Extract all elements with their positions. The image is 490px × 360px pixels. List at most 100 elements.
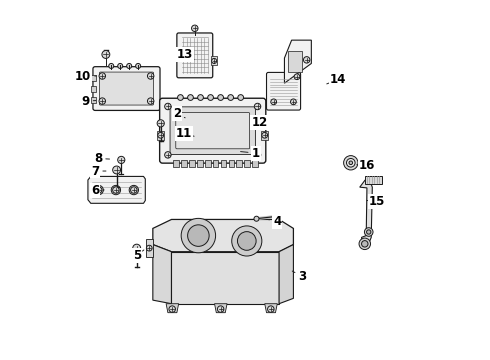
FancyBboxPatch shape: [176, 113, 250, 149]
Circle shape: [177, 95, 183, 100]
Circle shape: [349, 161, 353, 165]
Circle shape: [169, 306, 175, 312]
Circle shape: [367, 230, 371, 234]
Text: 2: 2: [173, 107, 185, 120]
Circle shape: [111, 185, 121, 195]
Polygon shape: [215, 304, 227, 313]
Polygon shape: [279, 244, 294, 304]
Circle shape: [365, 228, 373, 236]
Circle shape: [228, 95, 234, 100]
Text: 9: 9: [81, 95, 96, 108]
Circle shape: [218, 95, 223, 100]
Circle shape: [208, 95, 214, 100]
Text: 14: 14: [327, 73, 346, 86]
Text: 16: 16: [357, 159, 375, 172]
Circle shape: [188, 225, 209, 246]
Text: 6: 6: [91, 184, 104, 197]
Circle shape: [188, 95, 194, 100]
Circle shape: [158, 132, 164, 138]
Circle shape: [238, 231, 256, 250]
Circle shape: [254, 216, 259, 221]
Text: 1: 1: [241, 147, 260, 159]
Circle shape: [126, 63, 132, 68]
Circle shape: [254, 152, 261, 158]
FancyBboxPatch shape: [252, 159, 258, 167]
Circle shape: [147, 245, 152, 251]
FancyBboxPatch shape: [261, 131, 269, 140]
Circle shape: [343, 156, 358, 170]
FancyBboxPatch shape: [245, 159, 250, 167]
FancyBboxPatch shape: [197, 159, 203, 167]
Polygon shape: [285, 40, 311, 83]
Circle shape: [303, 57, 310, 63]
Circle shape: [359, 238, 370, 249]
Text: 4: 4: [268, 215, 281, 228]
Circle shape: [147, 98, 154, 104]
Circle shape: [232, 226, 262, 256]
Circle shape: [181, 219, 216, 253]
Circle shape: [165, 152, 171, 158]
Circle shape: [192, 25, 198, 32]
FancyBboxPatch shape: [181, 159, 187, 167]
FancyBboxPatch shape: [236, 159, 242, 167]
Circle shape: [147, 73, 154, 79]
Circle shape: [262, 132, 268, 138]
Polygon shape: [153, 244, 172, 304]
Circle shape: [294, 74, 300, 80]
FancyBboxPatch shape: [365, 176, 382, 184]
FancyBboxPatch shape: [177, 33, 213, 78]
Circle shape: [109, 63, 114, 68]
FancyBboxPatch shape: [213, 159, 219, 167]
Circle shape: [271, 99, 276, 105]
Circle shape: [99, 73, 105, 79]
Circle shape: [118, 63, 122, 68]
Circle shape: [96, 187, 102, 193]
FancyBboxPatch shape: [91, 86, 96, 92]
Text: 8: 8: [94, 152, 110, 165]
Text: 13: 13: [176, 48, 194, 61]
Circle shape: [113, 166, 121, 174]
Text: 11: 11: [176, 127, 194, 140]
Circle shape: [254, 103, 261, 110]
Circle shape: [131, 187, 137, 193]
Circle shape: [118, 156, 125, 163]
Text: 3: 3: [292, 270, 306, 283]
Circle shape: [218, 306, 224, 312]
FancyBboxPatch shape: [170, 107, 255, 154]
Circle shape: [94, 185, 103, 195]
Circle shape: [238, 95, 244, 100]
Polygon shape: [146, 239, 153, 257]
FancyBboxPatch shape: [228, 159, 234, 167]
FancyBboxPatch shape: [288, 51, 302, 72]
FancyBboxPatch shape: [91, 97, 96, 103]
Circle shape: [362, 240, 368, 247]
FancyBboxPatch shape: [157, 131, 164, 140]
Circle shape: [129, 185, 139, 195]
FancyBboxPatch shape: [160, 98, 266, 163]
FancyBboxPatch shape: [189, 159, 195, 167]
Circle shape: [346, 158, 355, 167]
Text: 15: 15: [367, 195, 385, 208]
Circle shape: [133, 244, 141, 252]
FancyBboxPatch shape: [91, 75, 96, 81]
Circle shape: [157, 120, 164, 127]
FancyBboxPatch shape: [173, 159, 179, 167]
FancyBboxPatch shape: [205, 159, 211, 167]
Circle shape: [136, 63, 141, 68]
Polygon shape: [153, 220, 294, 252]
Circle shape: [197, 95, 203, 100]
FancyBboxPatch shape: [267, 72, 300, 110]
Circle shape: [113, 187, 119, 193]
FancyBboxPatch shape: [93, 67, 160, 111]
Polygon shape: [265, 304, 277, 313]
Text: 12: 12: [251, 116, 268, 129]
Polygon shape: [172, 252, 279, 304]
FancyBboxPatch shape: [211, 56, 218, 65]
Text: 7: 7: [91, 165, 106, 177]
Circle shape: [99, 98, 105, 104]
Polygon shape: [88, 176, 146, 203]
Circle shape: [102, 50, 110, 58]
Circle shape: [268, 306, 274, 312]
FancyBboxPatch shape: [99, 72, 153, 105]
Text: 5: 5: [133, 249, 144, 262]
